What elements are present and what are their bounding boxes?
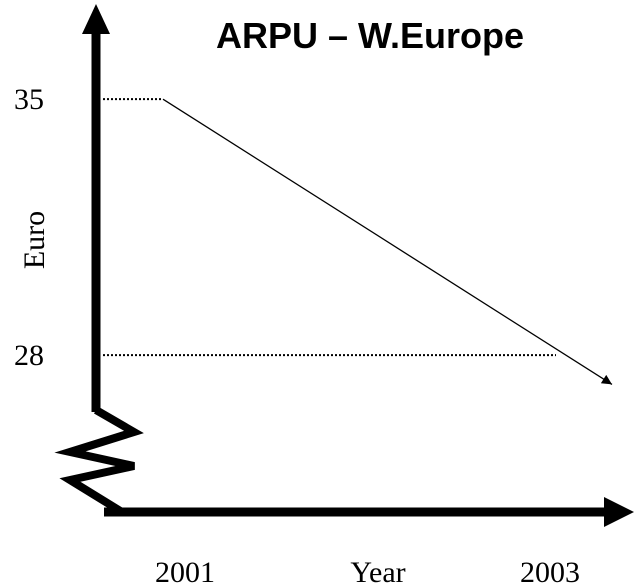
x-tick-label: 2003 bbox=[520, 556, 580, 588]
y-axis-label: Euro bbox=[18, 211, 51, 269]
chart-title: ARPU – W.Europe bbox=[216, 15, 524, 56]
y-tick-label: 28 bbox=[14, 339, 44, 372]
y-axis-arrow bbox=[82, 4, 110, 34]
axis-break bbox=[54, 406, 144, 516]
x-axis-arrow bbox=[604, 497, 634, 527]
data-line bbox=[162, 98, 613, 385]
x-tick-label: 2001 bbox=[155, 556, 215, 588]
x-axis-label: Year bbox=[350, 556, 405, 588]
y-tick-label: 35 bbox=[14, 83, 44, 116]
